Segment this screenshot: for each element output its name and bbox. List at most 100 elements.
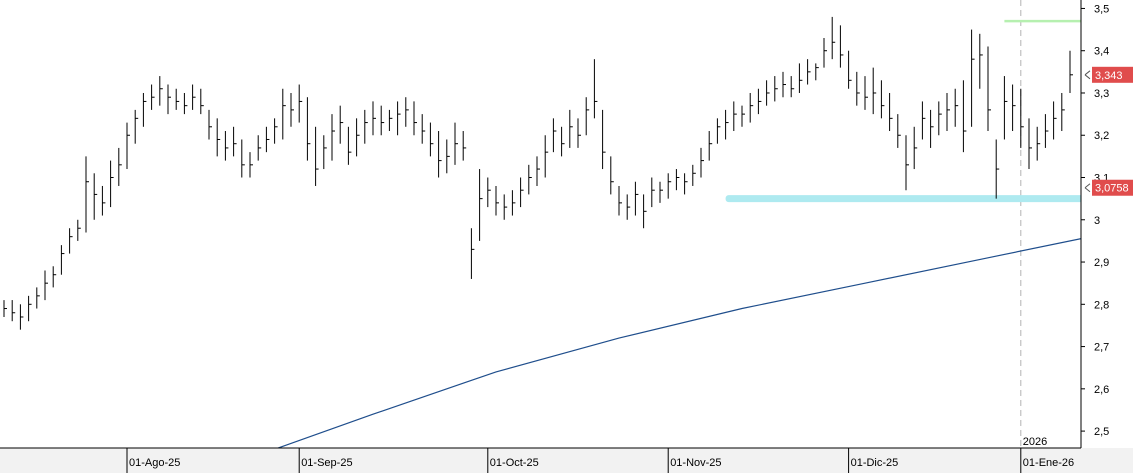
ohlc-bar [593,59,598,119]
ohlc-bar [356,118,360,157]
x-tick-label: 01-Ene-26 [1023,457,1074,469]
ohlc-bar [749,92,754,123]
ohlc-bar [987,46,991,132]
ohlc-bar [618,185,622,216]
ohlc-bar [479,169,483,241]
ohlc-bar [93,173,98,220]
y-tick-label: 3,2 [1094,130,1109,142]
ohlc-bar [11,300,16,322]
ohlc-bar [1028,118,1032,170]
price-tag-pointer [1084,183,1091,193]
ohlc-bar [249,152,253,178]
price-tag-text: 3,343 [1095,70,1123,82]
ohlc-bar [298,84,303,123]
ohlc-bar [52,266,57,288]
ohlc-bar [429,122,434,157]
moving-average-line [266,226,1133,453]
ohlc-bar [233,126,237,157]
ohlc-bar [200,88,204,115]
ohlc-bar [183,92,188,115]
ohlc-bar [757,88,762,115]
ohlc-bar [979,33,983,89]
ohlc-bar [142,92,147,127]
ohlc-bar [897,114,901,148]
plot-area[interactable]: 2026 [0,0,1133,453]
ohlc-bar [782,71,786,98]
y-tick-label: 2,5 [1094,426,1109,438]
ohlc-bar [536,156,540,186]
ohlc-bar [733,101,737,132]
ohlc-bar [208,109,212,140]
ohlc-bar [569,109,573,148]
ohlc-bar [971,29,975,127]
ohlc-bar [995,139,1000,199]
ohlc-bar [815,63,819,81]
ohlc-bar [823,38,827,68]
ohlc-bar [175,88,180,110]
ohlc-bar [692,164,696,186]
ohlc-bar [257,135,262,161]
ohlc-bar [462,131,467,161]
ohlc-bar [315,126,319,186]
ohlc-bar [561,126,565,157]
ohlc-bar [126,122,130,170]
price-tag-box [1092,179,1133,196]
ohlc-bar [274,118,278,144]
ohlc-bar [290,92,294,127]
ohlc-bar [3,300,7,317]
ohlc-bar [790,76,795,98]
ohlc-bar [651,177,655,208]
ohlc-bar [101,185,106,216]
ohlc-bar [905,135,909,191]
ohlc-bar [1003,76,1008,140]
ohlc-bar [397,101,401,136]
x-axis: 01-Ago-25 01-Sep-25 01-Oct-25 01-Nov-25 01-D… [0,447,1133,473]
ohlc-bar [413,101,417,136]
ohlc-bar [700,147,704,178]
ohlc-bar [470,228,475,279]
ohlc-bar [913,126,918,170]
ohlc-bar [1012,84,1016,132]
ohlc-bar [85,156,89,233]
ohlc-bar [388,109,393,132]
y-axis: 3,53,43,33,23,132,92,82,72,62,53,3433,07… [1080,0,1133,448]
ohlc-bar [1044,114,1049,148]
ohlc-bar [380,105,385,136]
ohlc-bar [798,63,803,93]
y-tick-label: 3,4 [1094,46,1109,58]
ohlc-bar [946,92,950,132]
ohlc-bar [880,80,885,119]
y-tick-label: 3,5 [1094,3,1109,15]
ohlc-bar [954,88,959,127]
ohlc-bar [167,84,171,115]
plot-background[interactable] [0,0,1081,448]
ohlc-bar [552,118,557,153]
ohlc-bar [725,109,729,140]
support-band [725,195,1133,203]
ohlc-bar [856,71,860,106]
y-tick-label: 2,6 [1094,384,1109,396]
ohlc-bar [77,219,81,241]
ohlc-bar [708,131,713,161]
ohlc-bar [36,287,40,309]
ohlc-bar [19,304,24,330]
y-tick-label: 3 [1094,215,1100,227]
ohlc-bar [134,109,139,144]
ohlc-bar [848,50,852,89]
ohlc-bar [930,109,934,148]
price-tag-text: 3,0758 [1095,183,1129,195]
ohlc-bar [872,67,877,115]
ohlc-bar [585,97,590,136]
ohlc-bar [364,109,368,144]
ohlc-bar [741,105,745,127]
ohlc-bar [118,147,122,186]
ohlc-bar [889,92,893,132]
x-tick-label: 01-Nov-25 [670,457,721,469]
y-tick-label: 2,8 [1094,299,1109,311]
ohlc-bar [151,84,155,110]
ohlc-bar [159,76,163,106]
ohlc-bar [69,228,73,254]
ohlc-bar [766,80,770,106]
x-tick-label: 01-Oct-25 [490,457,539,469]
